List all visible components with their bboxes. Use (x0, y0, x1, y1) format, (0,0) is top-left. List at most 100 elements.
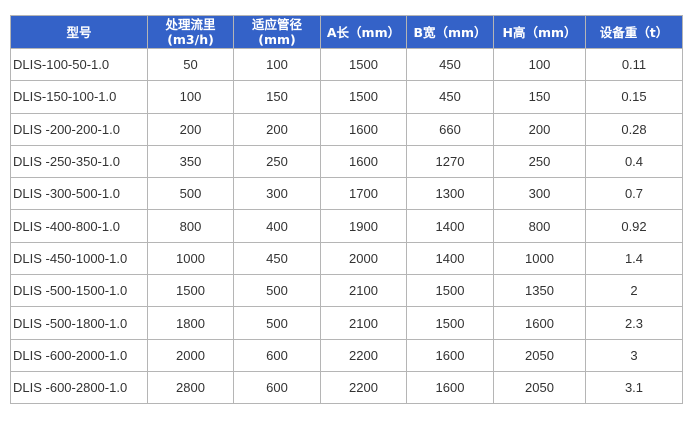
model-cell: DLIS-100-50-1.0 (10, 47, 148, 82)
value-cell: 1800 (147, 306, 234, 340)
column-header-line: 设备重（t） (599, 24, 669, 40)
table-row: DLIS -250-350-1.0 350 250 1600 1270 250 0.4 (10, 144, 683, 179)
value-cell: 2000 (147, 338, 234, 372)
value-cell: 350 (147, 144, 234, 179)
value-cell: 2100 (320, 274, 407, 308)
column-header: 处理流里 (m3/h) (147, 15, 234, 49)
model-cell: DLIS-150-100-1.0 (10, 80, 148, 114)
value-cell: 250 (493, 144, 586, 179)
value-cell: 660 (406, 112, 494, 146)
value-cell: 0.92 (585, 209, 683, 243)
table-row: DLIS -500-1800-1.0 1800 500 2100 1500 1600 2.3 (10, 306, 683, 340)
table-row: DLIS -400-800-1.0 800 400 1900 1400 800 0.92 (10, 209, 683, 243)
value-cell: 800 (493, 209, 586, 243)
column-header-line: A长（mm） (326, 24, 401, 40)
value-cell: 1500 (406, 274, 494, 308)
value-cell: 1400 (406, 241, 494, 276)
value-cell: 300 (233, 177, 321, 211)
value-cell: 1500 (320, 80, 407, 114)
model-cell: DLIS -600-2800-1.0 (10, 370, 148, 405)
header-row: 型号 处理流里 (m3/h) 适应管径 (mm) A长（mm） B宽（mm） H高（mm） 设备… (10, 15, 683, 49)
value-cell: 1600 (320, 144, 407, 179)
model-cell: DLIS -400-800-1.0 (10, 209, 148, 243)
value-cell: 0.7 (585, 177, 683, 211)
table-row: DLIS -600-2800-1.0 2800 600 2200 1600 2050 3.1 (10, 370, 683, 405)
value-cell: 2200 (320, 370, 407, 405)
model-cell: DLIS -300-500-1.0 (10, 177, 148, 211)
value-cell: 1600 (320, 112, 407, 146)
value-cell: 1.4 (585, 241, 683, 276)
value-cell: 1300 (406, 177, 494, 211)
value-cell: 0.28 (585, 112, 683, 146)
table-row: DLIS -200-200-1.0 200 200 1600 660 200 0.28 (10, 112, 683, 146)
value-cell: 600 (233, 370, 321, 405)
model-cell: DLIS -500-1800-1.0 (10, 306, 148, 340)
value-cell: 200 (147, 112, 234, 146)
value-cell: 2000 (320, 241, 407, 276)
value-cell: 0.15 (585, 80, 683, 114)
value-cell: 450 (406, 80, 494, 114)
value-cell: 1000 (493, 241, 586, 276)
value-cell: 2050 (493, 338, 586, 372)
value-cell: 1700 (320, 177, 407, 211)
column-header: 型号 (10, 15, 148, 49)
value-cell: 0.4 (585, 144, 683, 179)
value-cell: 100 (493, 47, 586, 82)
value-cell: 600 (233, 338, 321, 372)
value-cell: 1600 (493, 306, 586, 340)
table-row: DLIS -500-1500-1.0 1500 500 2100 1500 1350 2 (10, 274, 683, 308)
value-cell: 1900 (320, 209, 407, 243)
value-cell: 150 (233, 80, 321, 114)
value-cell: 500 (233, 306, 321, 340)
value-cell: 3 (585, 338, 683, 372)
value-cell: 100 (147, 80, 234, 114)
value-cell: 1500 (406, 306, 494, 340)
value-cell: 2200 (320, 338, 407, 372)
value-cell: 50 (147, 47, 234, 82)
value-cell: 450 (406, 47, 494, 82)
column-header-line: 型号 (66, 24, 92, 40)
column-header-line: B宽（mm） (413, 24, 487, 40)
value-cell: 2.3 (585, 306, 683, 340)
value-cell: 2 (585, 274, 683, 308)
value-cell: 300 (493, 177, 586, 211)
table-row: DLIS -300-500-1.0 500 300 1700 1300 300 0.7 (10, 177, 683, 211)
value-cell: 150 (493, 80, 586, 114)
value-cell: 500 (147, 177, 234, 211)
spec-table: 型号 处理流里 (m3/h) 适应管径 (mm) A长（mm） B宽（mm） H高（mm） 设备… (10, 15, 683, 405)
column-header-line: (m3/h) (167, 32, 214, 47)
value-cell: 450 (233, 241, 321, 276)
value-cell: 1270 (406, 144, 494, 179)
column-header: B宽（mm） (406, 15, 494, 49)
value-cell: 100 (233, 47, 321, 82)
table-row: DLIS-100-50-1.0 50 100 1500 450 100 0.11 (10, 47, 683, 82)
model-cell: DLIS -200-200-1.0 (10, 112, 148, 146)
model-cell: DLIS -450-1000-1.0 (10, 241, 148, 276)
column-header: 设备重（t） (585, 15, 683, 49)
value-cell: 1000 (147, 241, 234, 276)
value-cell: 3.1 (585, 370, 683, 405)
column-header-line: H高（mm） (502, 24, 577, 40)
value-cell: 500 (233, 274, 321, 308)
value-cell: 2100 (320, 306, 407, 340)
column-header-line: 处理流里 (165, 17, 216, 32)
model-cell: DLIS -500-1500-1.0 (10, 274, 148, 308)
value-cell: 1600 (406, 338, 494, 372)
column-header: 适应管径 (mm) (233, 15, 321, 49)
value-cell: 1350 (493, 274, 586, 308)
value-cell: 1500 (320, 47, 407, 82)
value-cell: 800 (147, 209, 234, 243)
column-header-line: (mm) (258, 32, 296, 47)
value-cell: 1500 (147, 274, 234, 308)
value-cell: 400 (233, 209, 321, 243)
value-cell: 1400 (406, 209, 494, 243)
value-cell: 0.11 (585, 47, 683, 82)
table-row: DLIS -450-1000-1.0 1000 450 2000 1400 1000 1.4 (10, 241, 683, 276)
column-header-line: 适应管径 (251, 17, 302, 32)
column-header: A长（mm） (320, 15, 407, 49)
table-row: DLIS-150-100-1.0 100 150 1500 450 150 0.15 (10, 80, 683, 114)
value-cell: 2050 (493, 370, 586, 405)
table-row: DLIS -600-2000-1.0 2000 600 2200 1600 2050 3 (10, 338, 683, 372)
value-cell: 1600 (406, 370, 494, 405)
column-header: H高（mm） (493, 15, 586, 49)
